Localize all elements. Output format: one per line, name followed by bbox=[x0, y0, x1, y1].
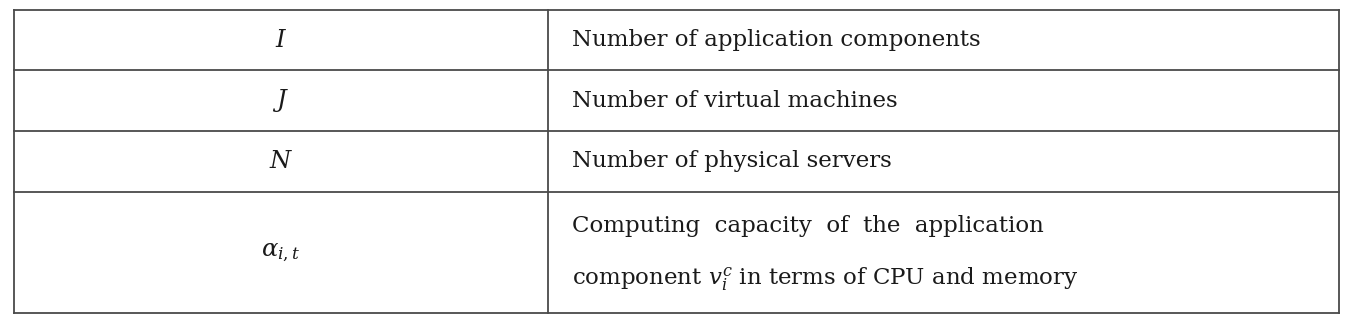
Text: Computing  capacity  of  the  application: Computing capacity of the application bbox=[572, 215, 1045, 237]
Text: $N$: $N$ bbox=[268, 150, 294, 173]
Text: $I$: $I$ bbox=[275, 28, 287, 52]
Text: $J$: $J$ bbox=[272, 87, 290, 114]
Text: Number of virtual machines: Number of virtual machines bbox=[572, 90, 898, 112]
Text: Number of application components: Number of application components bbox=[572, 29, 981, 51]
Text: $\alpha_{i,t}$: $\alpha_{i,t}$ bbox=[261, 241, 300, 264]
Text: component $v_i^c$ in terms of CPU and memory: component $v_i^c$ in terms of CPU and me… bbox=[572, 266, 1078, 293]
Text: Number of physical servers: Number of physical servers bbox=[572, 151, 892, 172]
